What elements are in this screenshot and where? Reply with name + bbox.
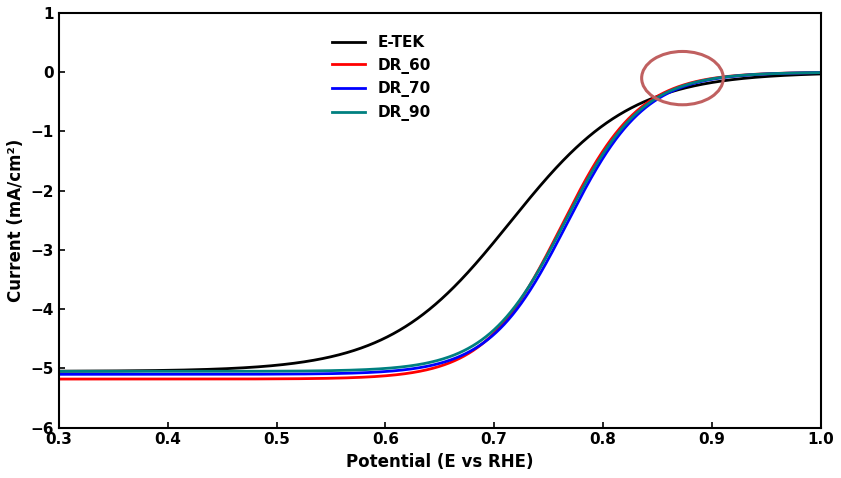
DR_70 (186, 371, 196, 377)
DR_70 (379, 369, 389, 374)
DR_90 (718, 74, 728, 80)
Line: E-TEK: E-TEK (59, 74, 821, 371)
DR_60 (816, 70, 826, 76)
E-TEK (186, 367, 196, 373)
DR_90 (816, 70, 826, 76)
Legend: E-TEK, DR_60, DR_70, DR_90: E-TEK, DR_60, DR_70, DR_90 (325, 29, 437, 127)
DR_70 (54, 371, 64, 377)
Line: DR_70: DR_70 (59, 73, 821, 374)
E-TEK (346, 348, 356, 354)
DR_90 (346, 367, 356, 373)
DR_70 (140, 371, 151, 377)
E-TEK (140, 368, 151, 373)
DR_90 (54, 369, 64, 374)
DR_90 (140, 369, 151, 374)
DR_70 (346, 370, 356, 376)
DR_60 (54, 376, 64, 382)
Line: DR_60: DR_60 (59, 73, 821, 379)
E-TEK (816, 71, 826, 77)
E-TEK (379, 336, 389, 341)
DR_70 (816, 70, 826, 76)
DR_70 (801, 70, 811, 76)
Line: DR_90: DR_90 (59, 73, 821, 371)
DR_60 (346, 375, 356, 380)
DR_70 (718, 75, 728, 80)
DR_90 (801, 70, 811, 76)
DR_60 (186, 376, 196, 382)
DR_60 (140, 376, 151, 382)
DR_90 (379, 366, 389, 371)
E-TEK (718, 78, 728, 84)
DR_60 (379, 373, 389, 379)
DR_90 (186, 369, 196, 374)
DR_60 (718, 74, 728, 80)
E-TEK (54, 369, 64, 374)
X-axis label: Potential (E vs RHE): Potential (E vs RHE) (346, 453, 533, 471)
Y-axis label: Current (mA/cm²): Current (mA/cm²) (7, 139, 25, 302)
DR_60 (801, 70, 811, 76)
E-TEK (801, 72, 811, 77)
